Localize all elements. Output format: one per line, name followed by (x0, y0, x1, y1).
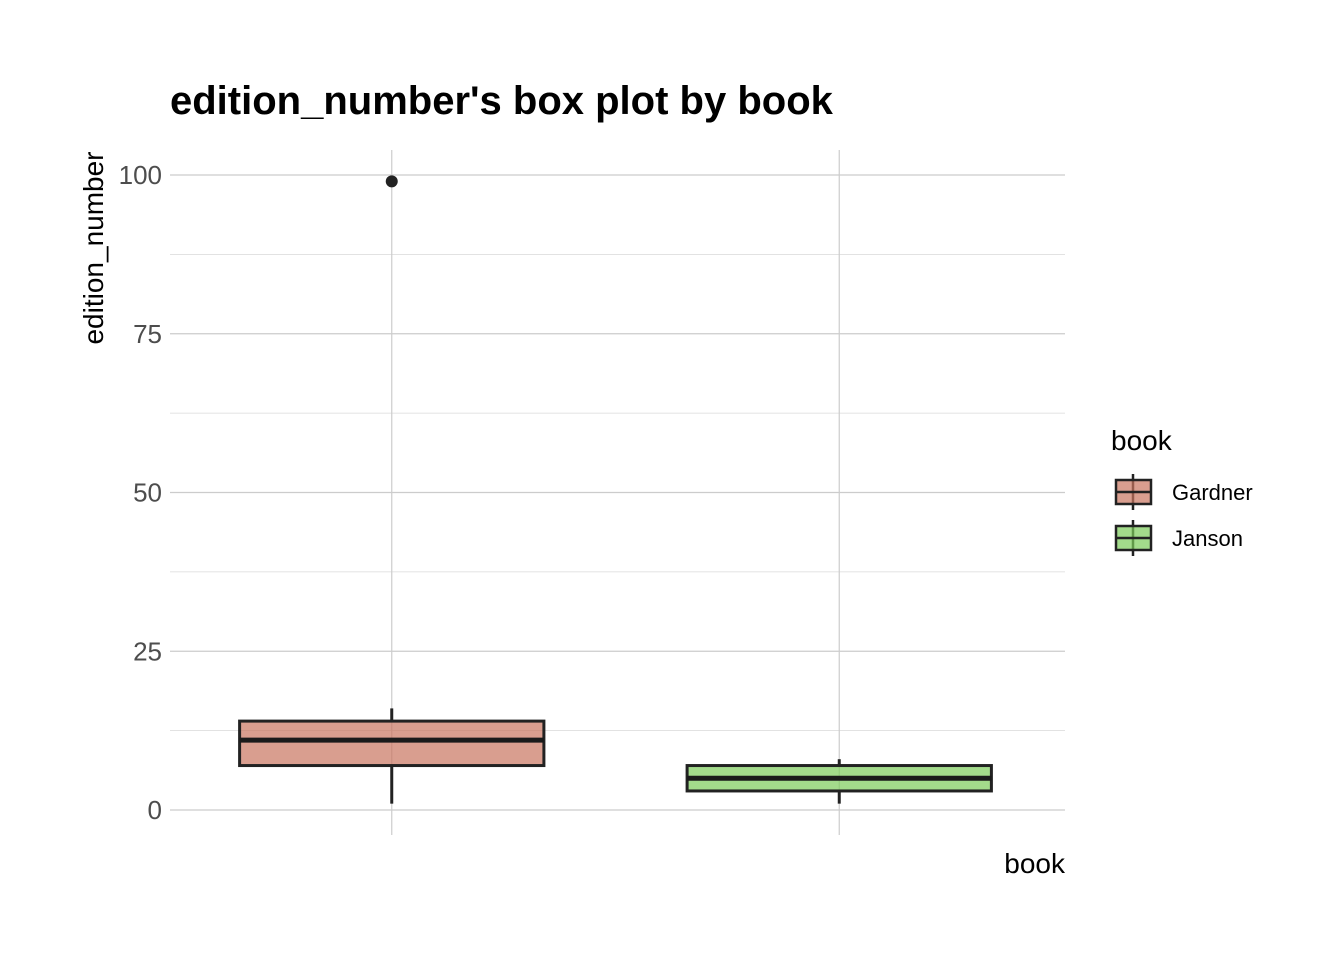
y-tick-label: 0 (148, 795, 162, 825)
legend-item-janson: Janson (1114, 520, 1243, 556)
y-tick-label: 25 (133, 636, 162, 666)
outlier-point (385, 175, 398, 188)
legend: book Gardner Janson (1111, 425, 1253, 556)
y-tick-labels: 0 25 50 75 100 (119, 160, 162, 825)
x-axis-label: book (1004, 848, 1066, 879)
legend-item-gardner: Gardner (1114, 474, 1253, 510)
legend-items: Gardner Janson (1114, 474, 1253, 556)
box-gardner (238, 175, 546, 804)
y-tick-label: 75 (133, 319, 162, 349)
y-tick-label: 50 (133, 478, 162, 508)
chart-title: edition_number's box plot by book (170, 79, 834, 123)
box-janson (685, 759, 993, 804)
y-axis-label: edition_number (78, 151, 109, 344)
box-iqr (238, 719, 546, 768)
legend-label: Gardner (1172, 480, 1253, 505)
legend-title: book (1111, 425, 1173, 456)
box-layer (238, 175, 993, 804)
y-tick-label: 100 (119, 160, 162, 190)
legend-label: Janson (1172, 526, 1243, 551)
